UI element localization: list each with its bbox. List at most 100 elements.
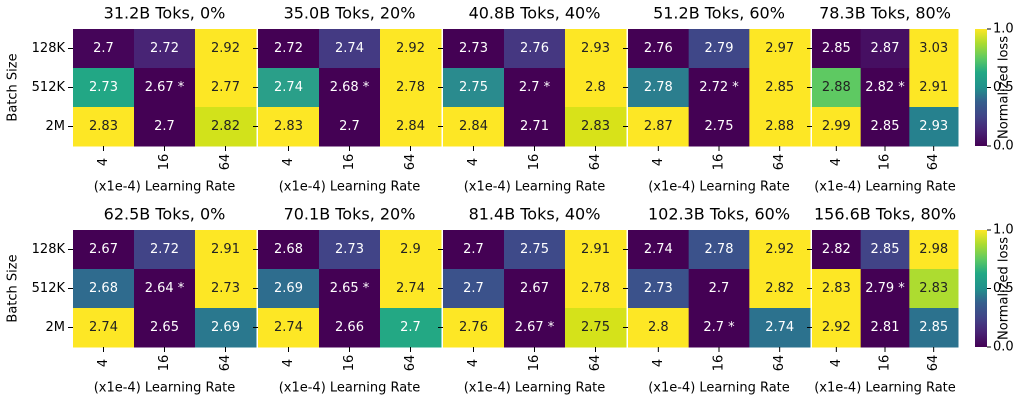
y-tick-label: 128K (32, 41, 66, 56)
heat-cell (688, 308, 750, 348)
heat-cell (749, 230, 811, 270)
x-tick-label: 16 (527, 355, 542, 372)
x-axis-label: (x1e-4) Learning Rate (814, 180, 956, 195)
heat-cell (73, 68, 135, 108)
cell-label: 2.75 (705, 119, 734, 134)
cell-label: 2.73 (335, 242, 364, 257)
x-tick-label: 4 (466, 158, 481, 166)
heat-cell (195, 230, 257, 270)
heat-cell (258, 107, 320, 147)
cell-label: 2.74 (274, 320, 303, 335)
cell-label: 2.78 (644, 80, 673, 95)
y-axis-label: Batch Size (6, 254, 21, 322)
cell-label: 2.7 (154, 119, 175, 134)
heat-cell (909, 230, 959, 270)
cell-label: 2.84 (459, 119, 488, 134)
heat-cell (565, 107, 627, 147)
x-axis-label: (x1e-4) Learning Rate (648, 381, 790, 396)
panel-title: 156.6B Toks, 80% (814, 205, 956, 224)
cell-label: 2.7 (93, 41, 114, 56)
cell-label: 2.92 (211, 41, 240, 56)
cell-label: 2.73 (89, 80, 118, 95)
heat-cell (565, 308, 627, 348)
heat-cell (628, 107, 690, 147)
cell-label: 2.99 (822, 119, 851, 134)
heat-cell (628, 308, 690, 348)
cell-label: 2.72 (150, 242, 179, 257)
heat-cell (443, 308, 505, 348)
heat-cell (749, 68, 811, 108)
heat-cell (319, 68, 381, 108)
cell-label: 2.84 (396, 119, 425, 134)
heat-cell (319, 29, 381, 69)
cell-label: 2.72 (150, 41, 179, 56)
cell-label: 2.74 (396, 281, 425, 296)
heat-cell (134, 29, 196, 69)
cell-label: 2.93 (581, 41, 610, 56)
cell-label: 2.71 (520, 119, 549, 134)
heat-cell (258, 29, 320, 69)
heat-cell (195, 107, 257, 147)
colorbar-label: Normalized loss (997, 36, 1012, 139)
x-tick-label: 4 (651, 359, 666, 367)
cell-label: 2.83 (274, 119, 303, 134)
colorbar-tick-label: 0.0 (993, 340, 1013, 355)
cell-label: 2.85 (871, 119, 900, 134)
heat-cell (628, 29, 690, 69)
x-axis-label: (x1e-4) Learning Rate (814, 381, 956, 396)
cell-label: 2.64 * (145, 281, 185, 296)
panel-title: 70.1B Toks, 20% (284, 205, 416, 224)
x-tick-label: 4 (829, 158, 844, 166)
x-axis-label: (x1e-4) Learning Rate (94, 381, 236, 396)
cell-label: 2.72 * (699, 80, 739, 95)
panel-title: 31.2B Toks, 0% (104, 4, 226, 23)
cell-label: 2.68 * (330, 80, 370, 95)
y-tick-label: 512K (32, 281, 66, 296)
x-tick-label: 16 (342, 154, 357, 171)
heat-cell (443, 230, 505, 270)
cell-label: 2.78 (581, 281, 610, 296)
colorbar-tick-label: 1.0 (993, 223, 1013, 238)
cell-label: 2.91 (919, 80, 948, 95)
cell-label: 2.83 (919, 281, 948, 296)
heat-cell (504, 29, 566, 69)
heat-cell (319, 308, 381, 348)
cell-label: 2.76 (459, 320, 488, 335)
colorbar-tick-label: 0.0 (993, 139, 1013, 154)
heat-cell (443, 269, 505, 309)
x-tick-label: 16 (157, 355, 172, 372)
y-tick-label: 2M (46, 119, 66, 134)
x-tick-label: 16 (878, 355, 893, 372)
x-tick-label: 16 (157, 154, 172, 171)
cell-label: 2.65 * (330, 281, 370, 296)
heat-cell (73, 230, 135, 270)
heat-cell (860, 68, 910, 108)
heat-cell (565, 269, 627, 309)
x-tick-label: 64 (218, 355, 233, 372)
x-tick-label: 64 (588, 355, 603, 372)
heat-cell (380, 68, 442, 108)
heat-cell (688, 269, 750, 309)
x-axis-label: (x1e-4) Learning Rate (279, 180, 421, 195)
cell-label: 2.82 (822, 242, 851, 257)
heat-cell (688, 68, 750, 108)
heat-cell (380, 107, 442, 147)
heat-cell (909, 308, 959, 348)
heat-cell (380, 29, 442, 69)
heat-cell (443, 107, 505, 147)
cell-label: 2.92 (396, 41, 425, 56)
panel-title: 78.3B Toks, 80% (819, 4, 951, 23)
cell-label: 2.73 (211, 281, 240, 296)
heat-cell (860, 230, 910, 270)
x-tick-label: 16 (712, 154, 727, 171)
y-tick-label: 512K (32, 80, 66, 95)
cell-label: 2.68 (274, 242, 303, 257)
panel-title: 102.3B Toks, 60% (648, 205, 790, 224)
heat-cell (628, 269, 690, 309)
cell-label: 2.93 (919, 119, 948, 134)
cell-label: 2.74 (274, 80, 303, 95)
panel-title: 35.0B Toks, 20% (284, 4, 416, 23)
heat-cell (134, 308, 196, 348)
heat-cell (319, 230, 381, 270)
